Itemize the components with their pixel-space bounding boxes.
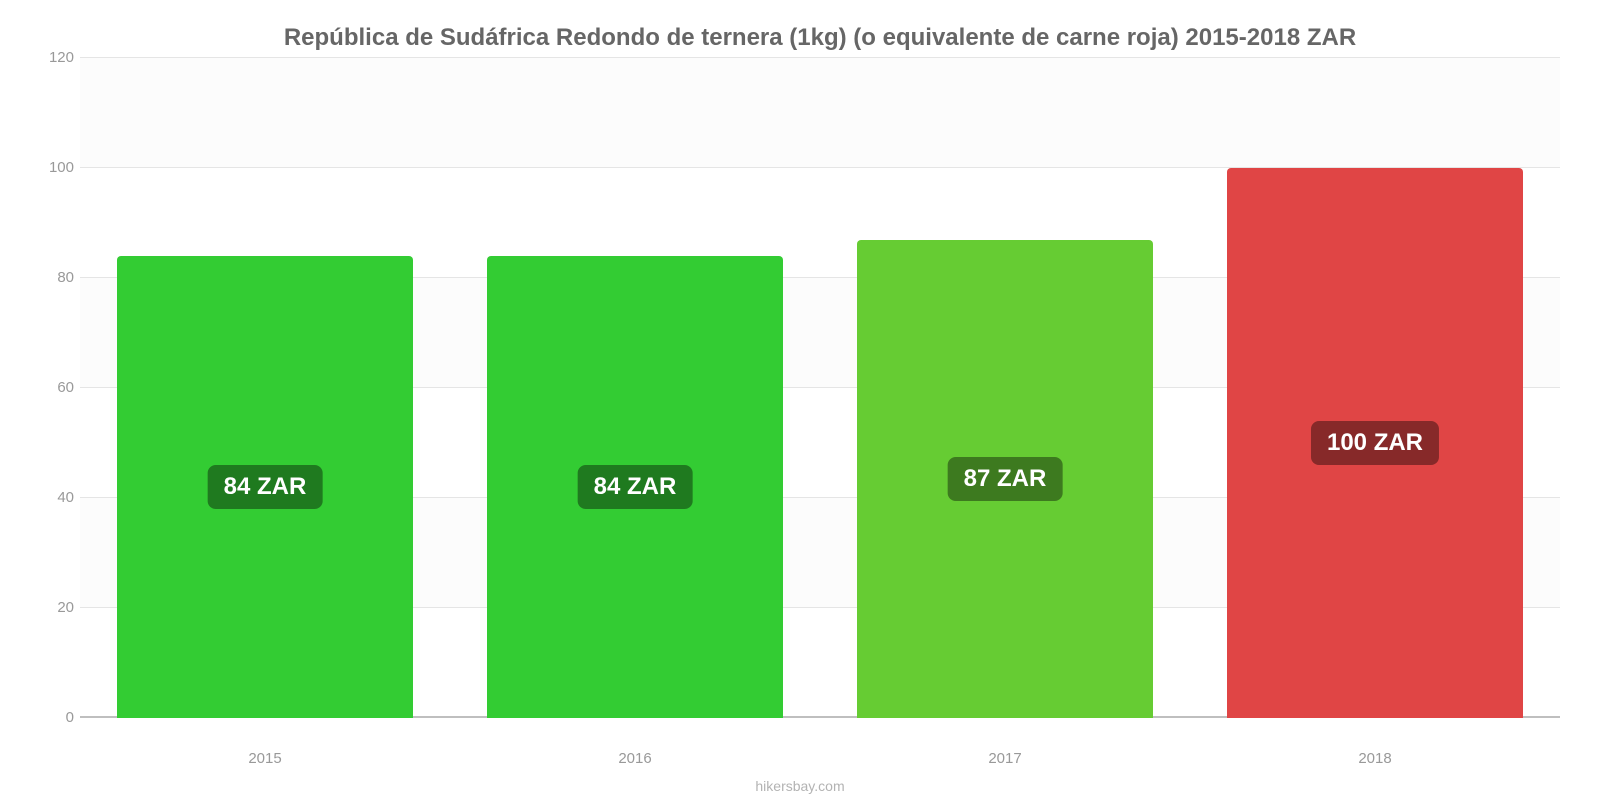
x-tick-label: 2016 [618, 750, 651, 767]
plot-outer: 84 ZAR84 ZAR87 ZAR100 ZAR 02040608010012… [80, 58, 1560, 718]
bar: 84 ZAR [487, 256, 783, 718]
bar-value-label: 84 ZAR [208, 465, 323, 509]
bar: 87 ZAR [857, 240, 1153, 719]
bar-value-label: 87 ZAR [948, 457, 1063, 501]
bars-layer: 84 ZAR 84 ZAR 87 ZAR 100 ZAR [80, 58, 1560, 718]
chart-container: República de Sudáfrica Redondo de terner… [0, 0, 1600, 800]
y-tick-label: 0 [30, 709, 74, 726]
chart-title: República de Sudáfrica Redondo de terner… [80, 24, 1560, 52]
y-tick-label: 20 [30, 599, 74, 616]
x-tick-label: 2015 [248, 750, 281, 767]
gridline: 120 [80, 57, 1560, 58]
x-tick-label: 2018 [1358, 750, 1391, 767]
plot-area: 84 ZAR84 ZAR87 ZAR100 ZAR 02040608010012… [80, 58, 1560, 718]
y-tick-label: 100 [30, 159, 74, 176]
bar-value-label: 100 ZAR [1311, 421, 1439, 465]
y-tick-label: 120 [30, 49, 74, 66]
bar: 100 ZAR [1227, 168, 1523, 718]
attribution-text: hikersbay.com [0, 778, 1600, 794]
x-tick-label: 2017 [988, 750, 1021, 767]
x-axis-labels: 2015 2016 2017 2018 [80, 750, 1560, 770]
bar-value-label: 84 ZAR [578, 465, 693, 509]
y-tick-label: 60 [30, 379, 74, 396]
y-tick-label: 80 [30, 269, 74, 286]
y-tick-label: 40 [30, 489, 74, 506]
bar: 84 ZAR [117, 256, 413, 718]
